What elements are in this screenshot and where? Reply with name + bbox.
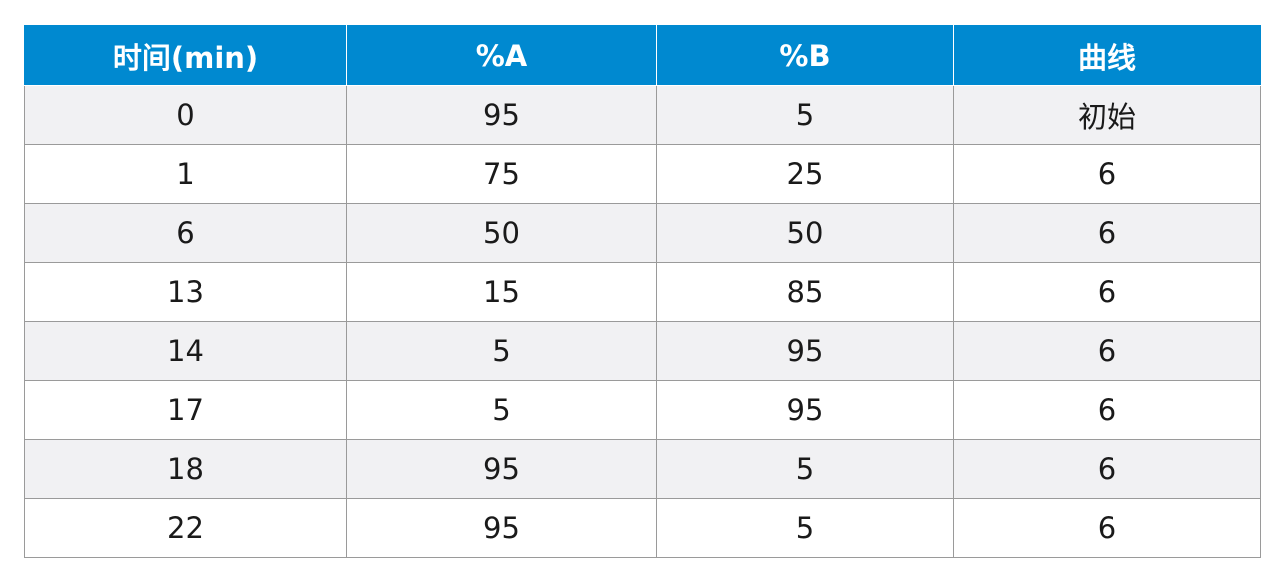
- cell-curve: 6: [953, 321, 1261, 381]
- table-row: 1 75 25 6: [24, 144, 1261, 204]
- cell-percent-a: 5: [346, 321, 657, 381]
- cell-curve: 6: [953, 439, 1261, 499]
- table-row: 0 95 5 初始: [24, 85, 1261, 145]
- table-row: 22 95 5 6: [24, 498, 1261, 558]
- cell-curve: 初始: [953, 85, 1261, 145]
- cell-percent-a: 75: [346, 144, 657, 204]
- header-row: 时间(min) %A %B 曲线: [24, 25, 1261, 86]
- cell-curve: 6: [953, 262, 1261, 322]
- cell-time: 1: [24, 144, 347, 204]
- cell-time: 17: [24, 380, 347, 440]
- cell-time: 13: [24, 262, 347, 322]
- cell-percent-b: 5: [656, 498, 954, 558]
- header-time: 时间(min): [24, 25, 347, 86]
- cell-percent-b: 95: [656, 380, 954, 440]
- cell-percent-b: 5: [656, 439, 954, 499]
- cell-percent-a: 15: [346, 262, 657, 322]
- cell-curve: 6: [953, 498, 1261, 558]
- header-curve: 曲线: [953, 25, 1261, 86]
- cell-time: 6: [24, 203, 347, 263]
- cell-percent-a: 95: [346, 498, 657, 558]
- gradient-table: 时间(min) %A %B 曲线 0 95 5 初始 1 75 25 6 6 5…: [24, 25, 1261, 558]
- cell-curve: 6: [953, 203, 1261, 263]
- table-row: 13 15 85 6: [24, 262, 1261, 322]
- cell-time: 0: [24, 85, 347, 145]
- table-row: 6 50 50 6: [24, 203, 1261, 263]
- cell-percent-b: 25: [656, 144, 954, 204]
- header-percent-a: %A: [346, 25, 657, 86]
- cell-percent-a: 95: [346, 439, 657, 499]
- table-row: 18 95 5 6: [24, 439, 1261, 499]
- cell-percent-a: 95: [346, 85, 657, 145]
- cell-time: 18: [24, 439, 347, 499]
- cell-percent-b: 50: [656, 203, 954, 263]
- cell-percent-b: 5: [656, 85, 954, 145]
- cell-curve: 6: [953, 144, 1261, 204]
- table-row: 17 5 95 6: [24, 380, 1261, 440]
- cell-time: 22: [24, 498, 347, 558]
- cell-percent-a: 50: [346, 203, 657, 263]
- table-row: 14 5 95 6: [24, 321, 1261, 381]
- header-percent-b: %B: [656, 25, 954, 86]
- cell-curve: 6: [953, 380, 1261, 440]
- table-header: 时间(min) %A %B 曲线: [24, 25, 1261, 86]
- gradient-table-container: 时间(min) %A %B 曲线 0 95 5 初始 1 75 25 6 6 5…: [24, 25, 1261, 558]
- cell-time: 14: [24, 321, 347, 381]
- cell-percent-a: 5: [346, 380, 657, 440]
- table-body: 0 95 5 初始 1 75 25 6 6 50 50 6 13 15 85: [24, 85, 1261, 558]
- cell-percent-b: 95: [656, 321, 954, 381]
- cell-percent-b: 85: [656, 262, 954, 322]
